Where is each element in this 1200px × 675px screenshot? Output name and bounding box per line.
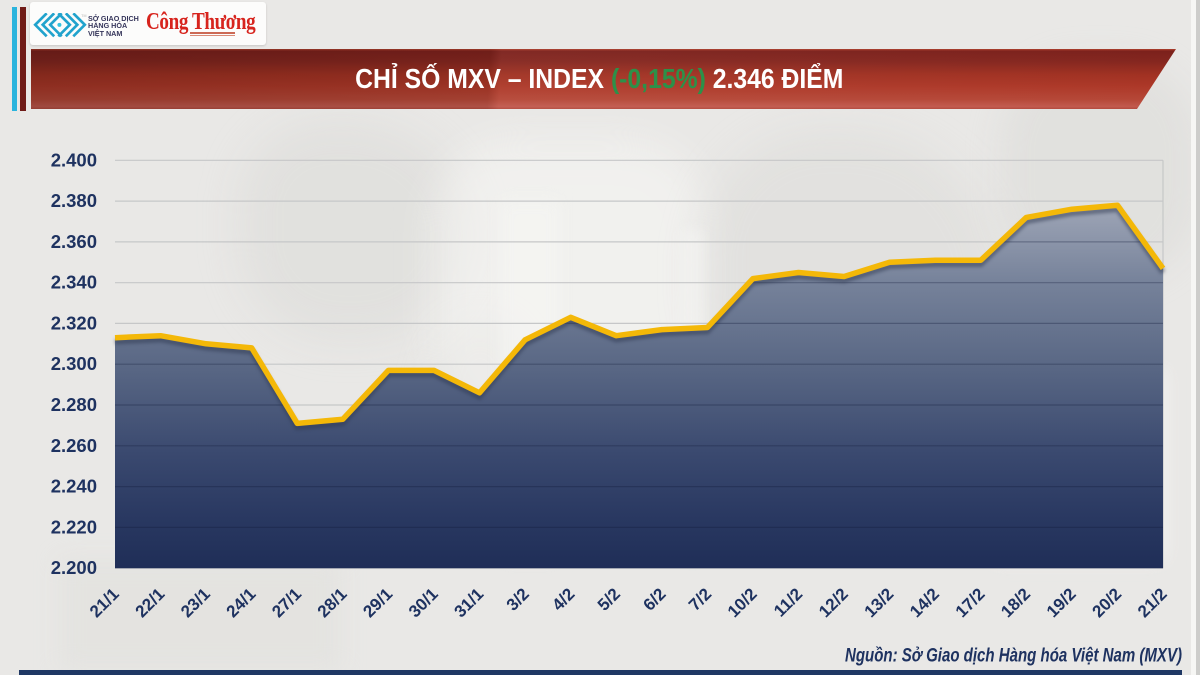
svg-text:27/1: 27/1: [268, 584, 305, 621]
svg-text:13/2: 13/2: [861, 584, 898, 621]
svg-text:7/2: 7/2: [685, 584, 715, 614]
svg-text:29/1: 29/1: [359, 584, 396, 621]
svg-text:2.240: 2.240: [51, 476, 97, 497]
svg-text:2.300: 2.300: [51, 353, 97, 374]
svg-text:18/2: 18/2: [997, 584, 1034, 621]
svg-text:Nguồn: Sở Giao dịch Hàng hóa V: Nguồn: Sở Giao dịch Hàng hóa Việt Nam (M…: [845, 646, 1182, 667]
svg-text:2.380: 2.380: [51, 190, 97, 211]
svg-text:2.280: 2.280: [51, 394, 97, 415]
svg-text:2.260: 2.260: [51, 435, 97, 456]
svg-text:24/1: 24/1: [223, 584, 260, 621]
svg-text:30/1: 30/1: [405, 584, 442, 621]
svg-text:2.360: 2.360: [51, 231, 97, 252]
svg-text:28/1: 28/1: [314, 584, 351, 621]
svg-text:21/1: 21/1: [86, 584, 123, 621]
svg-text:2.340: 2.340: [51, 272, 97, 293]
svg-text:17/2: 17/2: [952, 584, 989, 621]
svg-text:2.400: 2.400: [51, 149, 97, 170]
svg-text:5/2: 5/2: [594, 584, 624, 614]
svg-text:2.220: 2.220: [51, 516, 97, 537]
svg-text:20/2: 20/2: [1088, 584, 1125, 621]
svg-text:22/1: 22/1: [132, 584, 169, 621]
svg-text:6/2: 6/2: [639, 584, 669, 614]
svg-text:21/2: 21/2: [1134, 584, 1171, 621]
svg-text:10/2: 10/2: [724, 584, 761, 621]
svg-text:2.200: 2.200: [51, 557, 97, 578]
svg-text:14/2: 14/2: [906, 584, 943, 621]
svg-text:4/2: 4/2: [548, 584, 578, 614]
svg-text:11/2: 11/2: [770, 584, 806, 620]
svg-text:23/1: 23/1: [177, 584, 214, 621]
svg-text:31/1: 31/1: [450, 584, 487, 621]
svg-text:2.320: 2.320: [51, 312, 97, 333]
svg-text:3/2: 3/2: [503, 584, 533, 614]
svg-text:19/2: 19/2: [1043, 584, 1080, 621]
svg-text:12/2: 12/2: [815, 584, 852, 621]
